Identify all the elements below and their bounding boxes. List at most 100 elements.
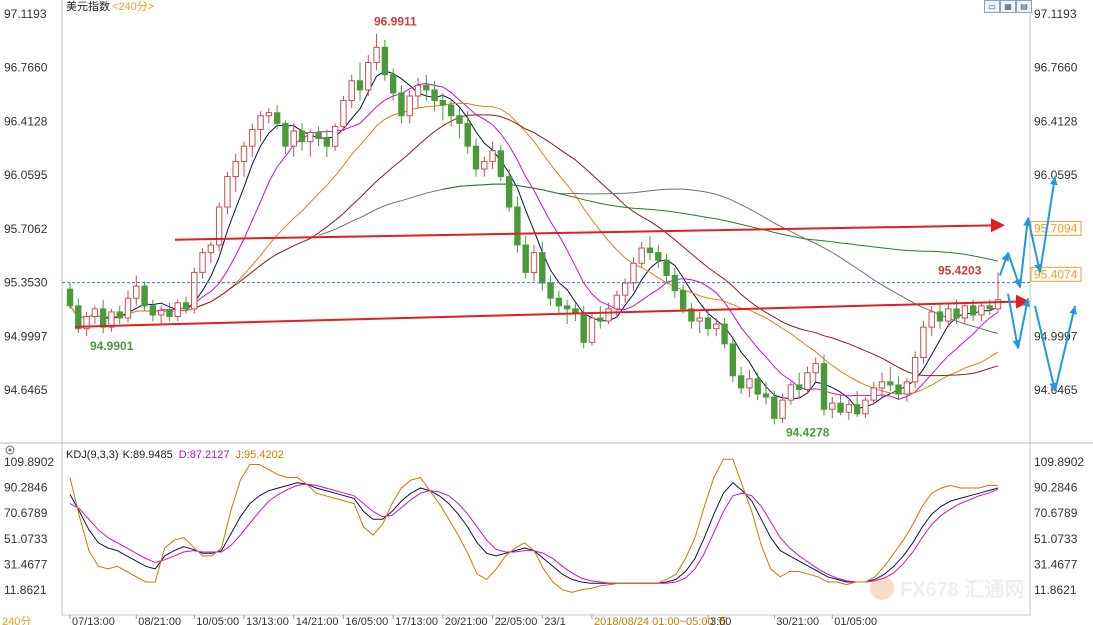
- candle-body-down: [853, 404, 861, 415]
- candle-body-up: [605, 308, 612, 322]
- window-layout-icon[interactable]: ▦: [1000, 0, 1016, 13]
- settings-gear-icon[interactable]: [5, 445, 15, 455]
- kdj-tick-label-right: 70.6789: [1034, 506, 1078, 520]
- price-tick-label-right: 95.7094: [1034, 221, 1078, 235]
- candle-body-down: [66, 288, 74, 307]
- candle-body-down: [99, 308, 107, 328]
- time-tick-label: 17/13:00: [395, 616, 438, 625]
- candle-body-down: [472, 145, 480, 170]
- candle-body-up: [91, 308, 99, 317]
- time-tick-label: 08/21:00: [138, 616, 181, 625]
- candle-body-down: [315, 131, 322, 140]
- candle-body-up: [406, 95, 413, 117]
- candle-body-down: [663, 259, 670, 276]
- candle-body-up: [713, 323, 720, 330]
- candle-body-down: [514, 206, 521, 246]
- support-arrow-icon: [1016, 294, 1030, 309]
- candle-body-down: [149, 305, 157, 316]
- time-tick-label: 16/05:00: [345, 616, 388, 625]
- candle-body-down: [547, 282, 554, 299]
- candle-body-up: [878, 381, 886, 389]
- candle-body-up: [945, 308, 952, 322]
- candle-body-up: [845, 404, 853, 413]
- candle-body-up: [124, 297, 132, 319]
- kdj-axis-ticks: 109.8902 109.8902 90.2846 90.2846 70.6789 70.…: [4, 455, 1084, 597]
- candle-body-down: [381, 46, 389, 76]
- scenario-path-segment: [1017, 298, 1029, 349]
- price-tick-label-right: 96.0595: [1034, 168, 1078, 182]
- kdj-tick-label-left: 51.0733: [4, 532, 48, 546]
- candle-body-down: [166, 309, 173, 317]
- candle-body-down: [389, 74, 397, 94]
- candle-body-up: [746, 378, 753, 389]
- scenario-path-segment: [1034, 305, 1056, 392]
- candle-body-down: [688, 308, 695, 322]
- candle-body-down: [754, 378, 761, 395]
- candle-body-up: [978, 305, 985, 316]
- window-tile-icon[interactable]: ▤: [1016, 0, 1032, 13]
- kdj-tick-label-right: 109.8902: [1034, 455, 1084, 469]
- candle-body-up: [903, 381, 911, 395]
- candle-body-down: [323, 138, 331, 147]
- candle-body-down: [580, 312, 587, 343]
- candle-body-down: [141, 285, 148, 307]
- price-tick-label-right: 96.4128: [1034, 114, 1078, 128]
- candle-body-up: [994, 299, 1002, 310]
- scenario-arrow-icon: [1022, 298, 1031, 307]
- candle-body-down: [704, 317, 712, 330]
- window-restore-icon[interactable]: ▭: [984, 0, 1000, 13]
- fx678-logo-icon: [870, 576, 894, 600]
- candle-body-down: [439, 100, 447, 106]
- resistance-trend-line: [174, 224, 1001, 241]
- candle-body-down: [762, 393, 770, 398]
- candle-body-down: [986, 305, 993, 310]
- candle-body-up: [191, 271, 198, 310]
- candle-body-up: [265, 112, 273, 117]
- candle-body-down: [431, 89, 438, 102]
- price-tick-label-left: 94.9997: [4, 329, 48, 343]
- candle-body-up: [630, 262, 637, 284]
- candle-body-down: [895, 384, 902, 395]
- kdj-tick-label-left: 90.2846: [4, 481, 48, 495]
- candle-body-up: [348, 80, 355, 102]
- candle-body-down: [282, 122, 289, 147]
- kdj-header: KDJ(9,3,3) K:89.9485 D:87.2127 J:95.4202: [66, 449, 284, 461]
- price-tick-label-right: 96.7660: [1034, 61, 1078, 75]
- candle-body-up: [613, 294, 621, 310]
- candle-body-down: [555, 297, 563, 307]
- candle-body-up: [870, 387, 877, 401]
- candle-body-up: [83, 315, 90, 330]
- candle-body-up: [215, 206, 223, 246]
- candle-body-up: [257, 115, 264, 130]
- candle-body-up: [365, 62, 372, 91]
- candle-body-up: [224, 176, 231, 208]
- candle-body-up: [290, 130, 297, 147]
- time-tick-label: 3:00: [710, 616, 731, 625]
- candle-body-up: [812, 363, 819, 374]
- candle-body-up: [829, 402, 836, 410]
- time-tick-label: 01/05:00: [834, 616, 877, 625]
- time-tick-label: 20/21:00: [445, 616, 488, 625]
- candle-body-up: [199, 252, 206, 273]
- candle-body-up: [207, 244, 215, 254]
- candle-body-down: [679, 290, 687, 310]
- left-low-annotation: 94.9901: [90, 339, 134, 353]
- fx678-watermark-text: FX678 汇通网: [900, 578, 1024, 601]
- scenario-arrow-icon: [1013, 278, 1022, 288]
- ma30-line: [194, 114, 999, 377]
- scenario-path-segment: [1007, 293, 1019, 349]
- candle-body-down: [539, 252, 546, 284]
- scenario-arrow-icon: [1001, 252, 1010, 262]
- candle-body-up: [638, 247, 645, 264]
- low-annotation: 94.4278: [786, 425, 830, 439]
- kdj-tick-label-left: 11.8621: [4, 583, 47, 597]
- time-axis: 240分 07/13:00 08/21:00 10/05:00 13/13:00 14/2…: [2, 615, 877, 625]
- candle-body-down: [356, 80, 364, 91]
- kdj-series: [69, 458, 999, 593]
- candle-body-up: [340, 100, 347, 127]
- candle-body-down: [298, 130, 306, 143]
- price-tick-label-left: 96.4128: [4, 114, 48, 128]
- candle-body-down: [795, 384, 803, 390]
- candle-body-down: [646, 247, 654, 254]
